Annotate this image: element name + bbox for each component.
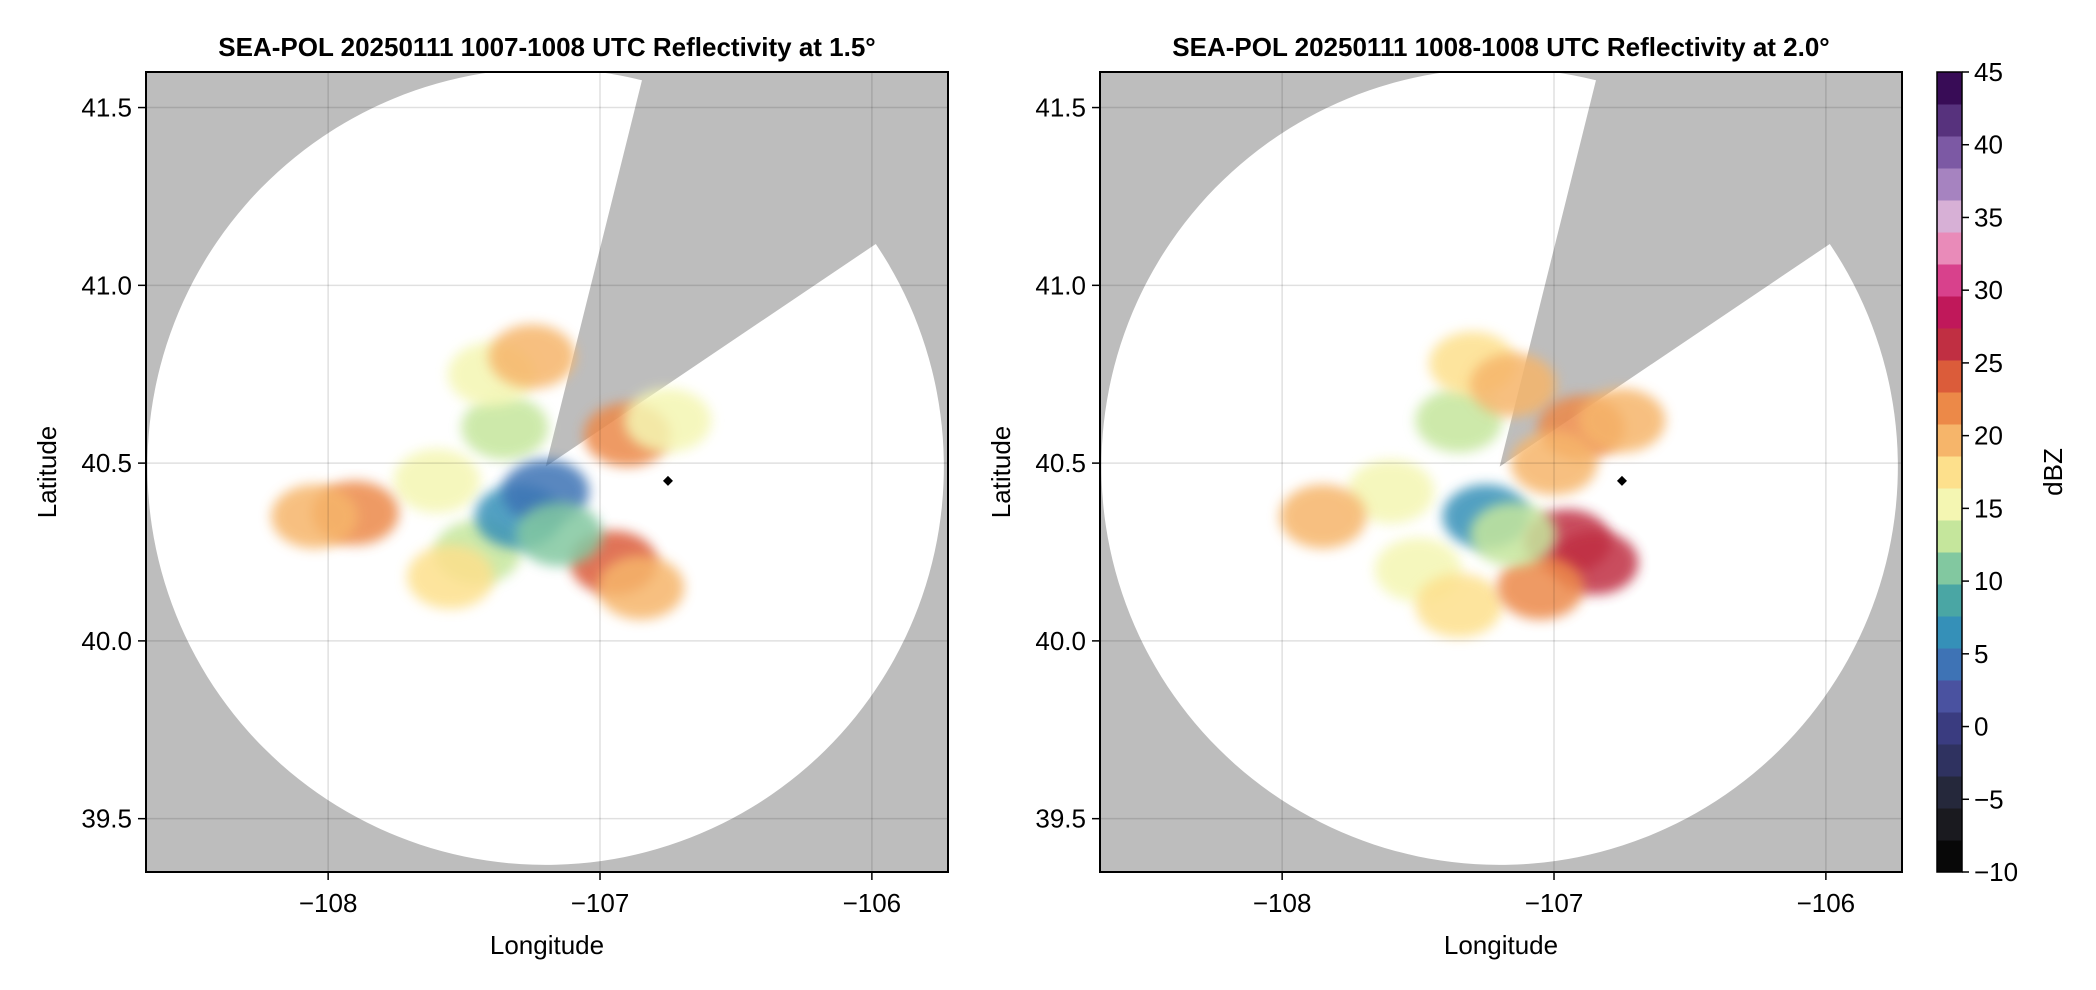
colorbar-tick-label: 30 (1974, 275, 2003, 305)
y-tick-label: 41.5 (81, 93, 132, 123)
y-tick-label: 40.0 (1035, 626, 1086, 656)
colorbar-tick-label: 0 (1974, 712, 1988, 742)
colorbar-tick-label: 35 (1974, 202, 2003, 232)
colorbar-tick-label: 15 (1974, 493, 2003, 523)
panel-2-grid (1100, 72, 1902, 872)
colorbar-tick-label: 45 (1974, 57, 2003, 87)
colorbar-swatch (1937, 808, 1962, 841)
colorbar-swatch (1937, 776, 1962, 809)
x-tick-label: −107 (1525, 888, 1584, 918)
echo-cell (271, 484, 359, 549)
echo-cell (1279, 484, 1367, 549)
panel-1: SEA-POL 20250111 1007-1008 UTC Reflectiv… (32, 32, 949, 960)
panel-2-x-ticks: −108 −107 −106 (1253, 872, 1855, 918)
panel-1-y-axis-label: Latitude (32, 426, 62, 519)
colorbar-swatch (1937, 392, 1962, 425)
panel-2-y-axis-label: Latitude (986, 426, 1016, 519)
panel-2-marker (1616, 475, 1627, 486)
y-tick-label: 41.5 (1035, 93, 1086, 123)
panel-2-coverage-area (1101, 72, 1898, 865)
panel-1-title: SEA-POL 20250111 1007-1008 UTC Reflectiv… (218, 32, 875, 62)
colorbar-tick-label: −5 (1974, 784, 2004, 814)
panel-2-y-ticks: 39.5 40.0 40.5 41.0 41.5 (1035, 93, 1100, 834)
echo-cell (488, 324, 576, 389)
colorbar-swatch (1937, 424, 1962, 457)
colorbar-swatch (1937, 712, 1962, 745)
colorbar: −10 −5 0 5 10 15 20 25 30 35 40 45 dBZ (1936, 57, 2068, 887)
x-tick-label: −106 (1797, 888, 1856, 918)
colorbar-swatch (1937, 616, 1962, 649)
x-tick-label: −106 (843, 888, 902, 918)
x-tick-label: −108 (1253, 888, 1312, 918)
panel-2: SEA-POL 20250111 1008-1008 UTC Reflectiv… (986, 32, 1903, 960)
colorbar-frame (1936, 71, 1963, 873)
colorbar-tick-label: 20 (1974, 421, 2003, 451)
colorbar-ticks: −10 −5 0 5 10 15 20 25 30 35 40 45 (1962, 57, 2018, 887)
colorbar-swatch (1937, 648, 1962, 681)
colorbar-swatch (1937, 680, 1962, 713)
colorbar-tick-label: 10 (1974, 566, 2003, 596)
y-tick-label: 40.0 (81, 626, 132, 656)
y-tick-label: 39.5 (81, 804, 132, 834)
echo-cell (393, 448, 481, 513)
panel-2-title: SEA-POL 20250111 1008-1008 UTC Reflectiv… (1172, 32, 1829, 62)
colorbar-swatch (1937, 104, 1962, 137)
colorbar-swatches (1937, 72, 1962, 873)
colorbar-swatch (1937, 584, 1962, 617)
panel-1-y-ticks: 39.5 40.0 40.5 41.0 41.5 (81, 93, 146, 834)
echo-cell (1578, 388, 1666, 453)
colorbar-tick-label: −10 (1974, 857, 2018, 887)
y-tick-label: 40.5 (81, 448, 132, 478)
colorbar-swatch (1937, 360, 1962, 393)
x-tick-label: −108 (299, 888, 358, 918)
echo-cell (1415, 573, 1503, 638)
echo-cell (1496, 555, 1584, 620)
colorbar-swatch (1937, 296, 1962, 329)
y-tick-label: 41.0 (1035, 270, 1086, 300)
echo-cell (1469, 352, 1557, 417)
colorbar-swatch (1937, 328, 1962, 361)
colorbar-tick-label: 5 (1974, 639, 1988, 669)
colorbar-tick-label: 40 (1974, 130, 2003, 160)
echo-cell (461, 395, 549, 460)
colorbar-swatch (1937, 200, 1962, 233)
panel-1-x-ticks: −108 −107 −106 (299, 872, 901, 918)
colorbar-label: dBZ (2038, 448, 2068, 496)
panel-1-grid (146, 72, 948, 872)
colorbar-swatch (1937, 456, 1962, 489)
panel-2-frame (1099, 71, 1903, 873)
colorbar-swatch (1937, 744, 1962, 777)
colorbar-swatch (1937, 232, 1962, 265)
colorbar-swatch (1937, 264, 1962, 297)
y-tick-label: 41.0 (81, 270, 132, 300)
echo-cell (624, 388, 712, 453)
panel-1-frame (145, 71, 949, 873)
y-tick-label: 39.5 (1035, 804, 1086, 834)
colorbar-swatch (1937, 72, 1962, 105)
panel-2-x-axis-label: Longitude (1444, 930, 1558, 960)
echo-cell (1347, 459, 1435, 524)
panel-1-echoes (271, 324, 712, 620)
panel-1-x-axis-label: Longitude (490, 930, 604, 960)
colorbar-swatch (1937, 520, 1962, 553)
colorbar-swatch (1937, 552, 1962, 585)
colorbar-swatch (1937, 840, 1962, 873)
echo-cell (515, 502, 603, 567)
colorbar-tick-label: 25 (1974, 348, 2003, 378)
colorbar-swatch (1937, 168, 1962, 201)
colorbar-swatch (1937, 488, 1962, 521)
echo-cell (597, 555, 685, 620)
echo-cell (1469, 502, 1557, 567)
x-tick-label: −107 (571, 888, 630, 918)
colorbar-swatch (1937, 136, 1962, 169)
panel-2-echoes (1279, 331, 1666, 638)
echo-cell (406, 544, 494, 609)
panel-1-marker (662, 475, 673, 486)
y-tick-label: 40.5 (1035, 448, 1086, 478)
echo-cell (1510, 431, 1598, 496)
